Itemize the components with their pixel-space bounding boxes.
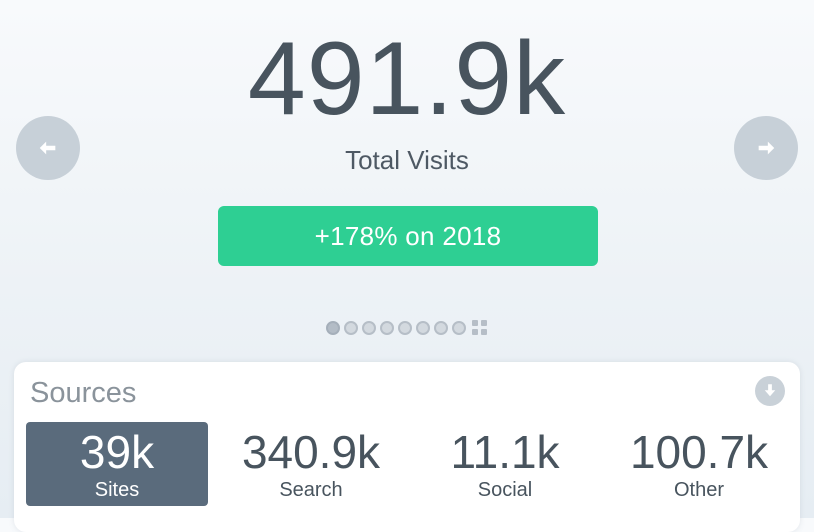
pager-dot[interactable] <box>452 321 466 335</box>
pager-dot[interactable] <box>344 321 358 335</box>
source-value: 100.7k <box>629 426 769 478</box>
arrow-left-icon <box>39 141 56 155</box>
pager-dot[interactable] <box>362 321 376 335</box>
pager-dot[interactable] <box>380 321 394 335</box>
grid-dots-icon[interactable] <box>472 320 488 336</box>
source-tile-sites[interactable]: 39k Sites <box>26 422 208 506</box>
download-icon <box>764 384 776 397</box>
source-tile-other[interactable]: 100.7k Other <box>608 422 790 506</box>
sources-title: Sources <box>30 377 137 409</box>
pager-dot[interactable] <box>434 321 448 335</box>
source-value: 11.1k <box>450 426 560 478</box>
source-label: Search <box>279 479 343 501</box>
growth-badge: +178% on 2018 <box>218 206 598 266</box>
source-label: Sites <box>94 479 140 501</box>
total-visits-value: 491.9k <box>247 21 567 137</box>
sources-card: Sources 39k Sites 340.9k Search 11.1k So… <box>14 362 800 532</box>
source-value: 39k <box>79 426 155 478</box>
pager-dot[interactable] <box>398 321 412 335</box>
source-tile-search[interactable]: 340.9k Search <box>220 422 402 506</box>
total-visits-label: Total Visits <box>345 145 469 175</box>
pager-dot[interactable] <box>326 321 340 335</box>
pager-dot[interactable] <box>416 321 430 335</box>
arrow-right-icon <box>758 141 775 155</box>
previous-button[interactable] <box>16 116 80 180</box>
source-tile-social[interactable]: 11.1k Social <box>414 422 596 506</box>
sources-tiles: 39k Sites 340.9k Search 11.1k Social 100… <box>26 422 790 506</box>
next-button[interactable] <box>734 116 798 180</box>
slide-pager <box>0 319 814 337</box>
source-value: 340.9k <box>241 426 381 478</box>
source-label: Other <box>673 479 725 501</box>
sources-download-button[interactable] <box>755 376 785 406</box>
source-label: Social <box>477 479 533 501</box>
